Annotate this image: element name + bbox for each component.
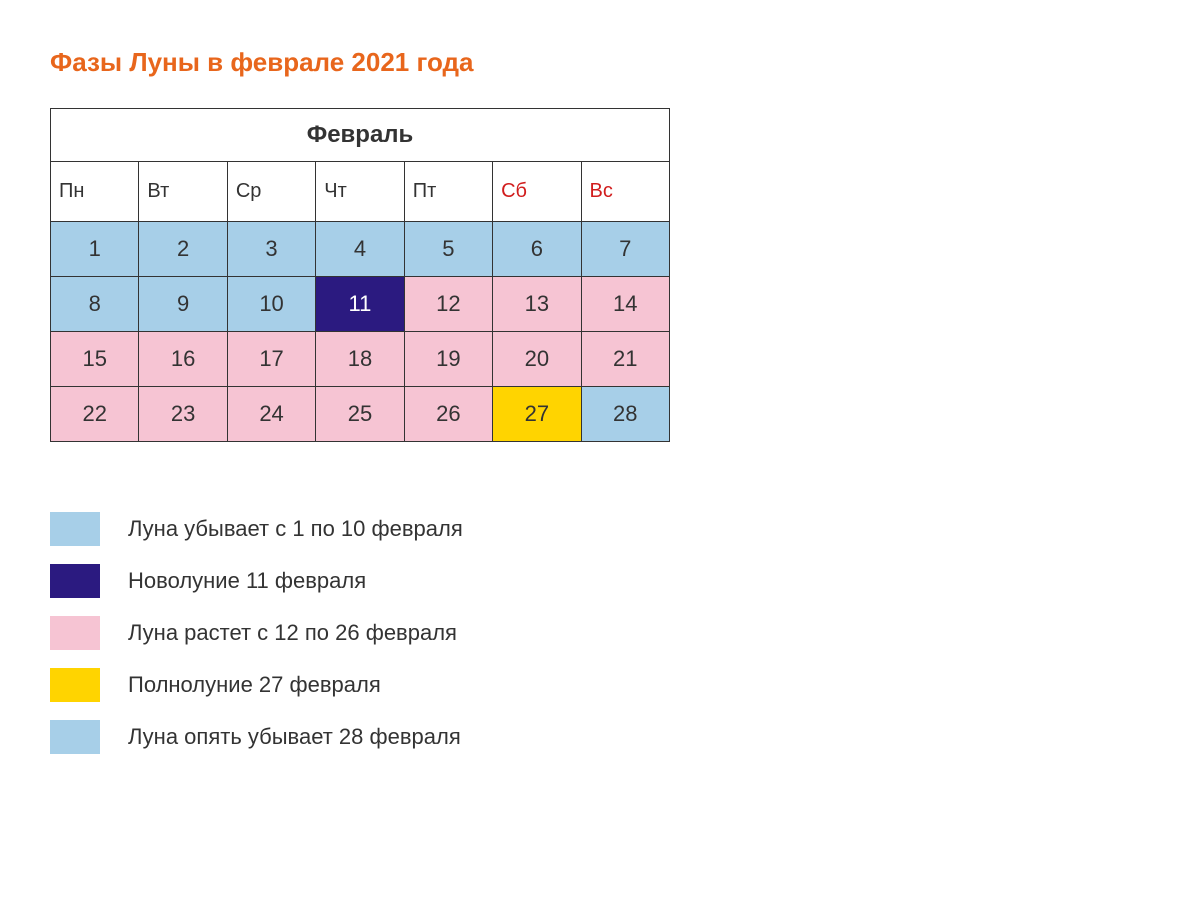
calendar-dow-4: Пт	[404, 162, 492, 222]
calendar-day: 9	[139, 277, 227, 332]
legend: Луна убывает с 1 по 10 февраля Новолуние …	[50, 512, 1150, 754]
legend-swatch	[50, 720, 100, 754]
calendar-dow-5: Сб	[493, 162, 581, 222]
legend-item: Луна растет с 12 по 26 февраля	[50, 616, 1150, 650]
calendar-day: 18	[316, 332, 404, 387]
calendar-dow-2: Ср	[227, 162, 315, 222]
calendar-month-title: Февраль	[51, 109, 670, 162]
calendar-day: 10	[227, 277, 315, 332]
calendar-week-row: 15161718192021	[51, 332, 670, 387]
legend-text: Луна опять убывает 28 февраля	[128, 724, 461, 750]
legend-item: Луна убывает с 1 по 10 февраля	[50, 512, 1150, 546]
legend-swatch	[50, 616, 100, 650]
calendar-day: 17	[227, 332, 315, 387]
calendar-day: 15	[51, 332, 139, 387]
legend-item: Новолуние 11 февраля	[50, 564, 1150, 598]
legend-item: Полнолуние 27 февраля	[50, 668, 1150, 702]
calendar-day: 24	[227, 387, 315, 442]
calendar-day: 5	[404, 222, 492, 277]
calendar-dow-1: Вт	[139, 162, 227, 222]
calendar-day: 26	[404, 387, 492, 442]
legend-text: Полнолуние 27 февраля	[128, 672, 381, 698]
legend-text: Новолуние 11 февраля	[128, 568, 366, 594]
calendar-week-row: 22232425262728	[51, 387, 670, 442]
calendar-dow-0: Пн	[51, 162, 139, 222]
calendar-day: 22	[51, 387, 139, 442]
page-title: Фазы Луны в феврале 2021 года	[50, 47, 1150, 78]
calendar-day: 23	[139, 387, 227, 442]
calendar-day: 28	[581, 387, 669, 442]
calendar-day: 12	[404, 277, 492, 332]
legend-text: Луна убывает с 1 по 10 февраля	[128, 516, 463, 542]
legend-swatch	[50, 668, 100, 702]
calendar-dow-row: ПнВтСрЧтПтСбВс	[51, 162, 670, 222]
calendar-dow-3: Чт	[316, 162, 404, 222]
lunar-calendar: Февраль ПнВтСрЧтПтСбВс 12345678910111213…	[50, 108, 670, 442]
legend-text: Луна растет с 12 по 26 февраля	[128, 620, 457, 646]
calendar-day: 27	[493, 387, 581, 442]
calendar-day: 13	[493, 277, 581, 332]
calendar-day: 2	[139, 222, 227, 277]
calendar-day: 3	[227, 222, 315, 277]
calendar-day: 8	[51, 277, 139, 332]
calendar-day: 19	[404, 332, 492, 387]
calendar-day: 1	[51, 222, 139, 277]
legend-item: Луна опять убывает 28 февраля	[50, 720, 1150, 754]
calendar-day: 4	[316, 222, 404, 277]
calendar-week-row: 1234567	[51, 222, 670, 277]
calendar-day: 25	[316, 387, 404, 442]
calendar-day: 11	[316, 277, 404, 332]
legend-swatch	[50, 564, 100, 598]
calendar-day: 16	[139, 332, 227, 387]
calendar-week-row: 891011121314	[51, 277, 670, 332]
calendar-day: 14	[581, 277, 669, 332]
calendar-day: 21	[581, 332, 669, 387]
calendar-day: 20	[493, 332, 581, 387]
calendar-day: 6	[493, 222, 581, 277]
calendar-day: 7	[581, 222, 669, 277]
legend-swatch	[50, 512, 100, 546]
calendar-body: 1234567891011121314151617181920212223242…	[51, 222, 670, 442]
calendar-dow-6: Вс	[581, 162, 669, 222]
